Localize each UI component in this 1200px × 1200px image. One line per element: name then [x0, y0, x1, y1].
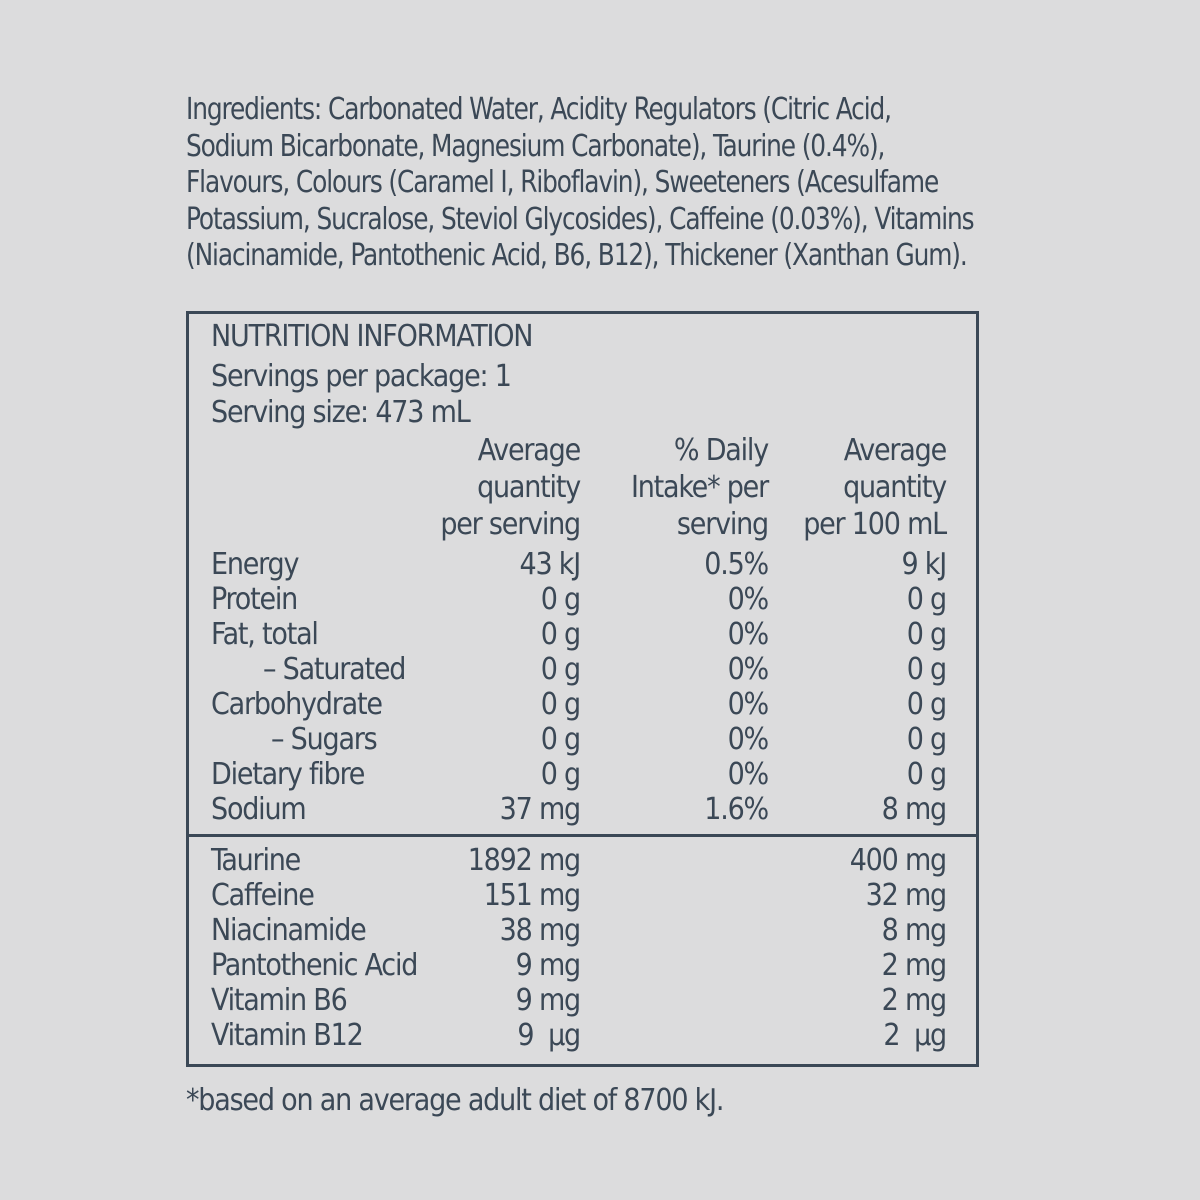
- header-per-100ml: per 100 mL: [803, 507, 947, 542]
- vitamin-b12-per-serving: 9 µg: [517, 1018, 581, 1053]
- section-divider: [189, 834, 976, 837]
- footnote: *based on an average adult diet of 8700 …: [186, 1083, 724, 1118]
- nutrition-title: NUTRITION INFORMATION: [211, 319, 533, 354]
- niacinamide-per-100ml: 8 mg: [881, 913, 948, 948]
- carbohydrate-per-100ml: 0 g: [906, 687, 947, 722]
- dietary-fibre-daily-intake: 0%: [727, 757, 770, 792]
- ingredients-line: Ingredients: Carbonated Water, Acidity R…: [186, 92, 892, 127]
- fat-total-daily-intake: 0%: [727, 617, 770, 652]
- row-label-caffeine: Caffeine: [211, 878, 315, 913]
- ingredients-line: (Niacinamide, Pantothenic Acid, B6, B12)…: [186, 238, 968, 273]
- row-label-carbohydrate: Carbohydrate: [211, 687, 383, 722]
- carbohydrate-daily-intake: 0%: [727, 687, 770, 722]
- ingredients-text: Ingredients: Carbonated Water, Acidity R…: [186, 92, 1014, 275]
- header-per-serving: Average: [477, 433, 581, 468]
- row-label-fat-total: Fat, total: [211, 617, 319, 652]
- header-per-100ml: Average: [843, 433, 947, 468]
- taurine-per-serving: 1892 mg: [467, 843, 581, 878]
- niacinamide-per-serving: 38 mg: [499, 913, 582, 948]
- row-label-pantothenic-acid: Pantothenic Acid: [211, 948, 418, 983]
- sugars-per-100ml: 0 g: [906, 722, 947, 757]
- sodium-per-100ml: 8 mg: [881, 792, 948, 827]
- row-label-vitamin-b12: Vitamin B12: [211, 1018, 364, 1053]
- row-label-protein: Protein: [211, 582, 298, 617]
- row-label-taurine: Taurine: [211, 843, 301, 878]
- header-daily-intake: serving: [676, 507, 769, 542]
- pantothenic-acid-per-100ml: 2 mg: [881, 948, 948, 983]
- row-label-vitamin-b6: Vitamin B6: [211, 983, 348, 1018]
- servings-per-package: Servings per package: 1: [211, 359, 512, 394]
- carbohydrate-per-serving: 0 g: [540, 687, 581, 722]
- vitamin-b6-per-serving: 9 mg: [515, 983, 582, 1018]
- vitamin-b6-per-100ml: 2 mg: [881, 983, 948, 1018]
- dietary-fibre-per-serving: 0 g: [540, 757, 581, 792]
- row-label-saturated: – Saturated: [263, 652, 406, 687]
- ingredients-line: Potassium, Sucralose, Steviol Glycosides…: [186, 201, 975, 237]
- energy-per-serving: 43 kJ: [519, 547, 582, 582]
- sugars-daily-intake: 0%: [727, 722, 770, 757]
- caffeine-per-100ml: 32 mg: [865, 878, 948, 913]
- header-per-serving: per serving: [440, 507, 581, 542]
- vitamin-b12-per-100ml: 2 µg: [883, 1018, 947, 1053]
- ingredients-line: Flavours, Colours (Caramel I, Riboflavin…: [186, 165, 939, 200]
- fat-total-per-serving: 0 g: [540, 617, 581, 652]
- header-daily-intake: % Daily: [673, 433, 769, 468]
- saturated-per-100ml: 0 g: [906, 652, 947, 687]
- taurine-per-100ml: 400 mg: [849, 843, 948, 878]
- header-per-serving: quantity: [477, 470, 581, 505]
- saturated-per-serving: 0 g: [540, 652, 581, 687]
- row-label-energy: Energy: [211, 547, 299, 582]
- protein-per-100ml: 0 g: [906, 582, 947, 617]
- row-label-sodium: Sodium: [211, 792, 307, 827]
- serving-size: Serving size: 473 mL: [211, 395, 471, 430]
- saturated-daily-intake: 0%: [727, 652, 770, 687]
- sodium-daily-intake: 1.6%: [704, 792, 769, 827]
- row-label-sugars: – Sugars: [271, 722, 378, 757]
- dietary-fibre-per-100ml: 0 g: [906, 757, 947, 792]
- protein-daily-intake: 0%: [727, 582, 770, 617]
- header-per-100ml: quantity: [843, 470, 947, 505]
- ingredients-line: Sodium Bicarbonate, Magnesium Carbonate)…: [186, 128, 885, 164]
- pantothenic-acid-per-serving: 9 mg: [515, 948, 582, 983]
- header-daily-intake: Intake* per: [630, 470, 769, 505]
- row-label-dietary-fibre: Dietary fibre: [211, 757, 365, 792]
- energy-daily-intake: 0.5%: [704, 547, 769, 582]
- fat-total-per-100ml: 0 g: [906, 617, 947, 652]
- row-label-niacinamide: Niacinamide: [211, 913, 367, 948]
- nutrition-panel: NUTRITION INFORMATION Servings per packa…: [186, 311, 979, 1067]
- caffeine-per-serving: 151 mg: [483, 878, 582, 913]
- protein-per-serving: 0 g: [540, 582, 581, 617]
- sodium-per-serving: 37 mg: [499, 792, 582, 827]
- energy-per-100ml: 9 kJ: [901, 547, 947, 582]
- sugars-per-serving: 0 g: [540, 722, 581, 757]
